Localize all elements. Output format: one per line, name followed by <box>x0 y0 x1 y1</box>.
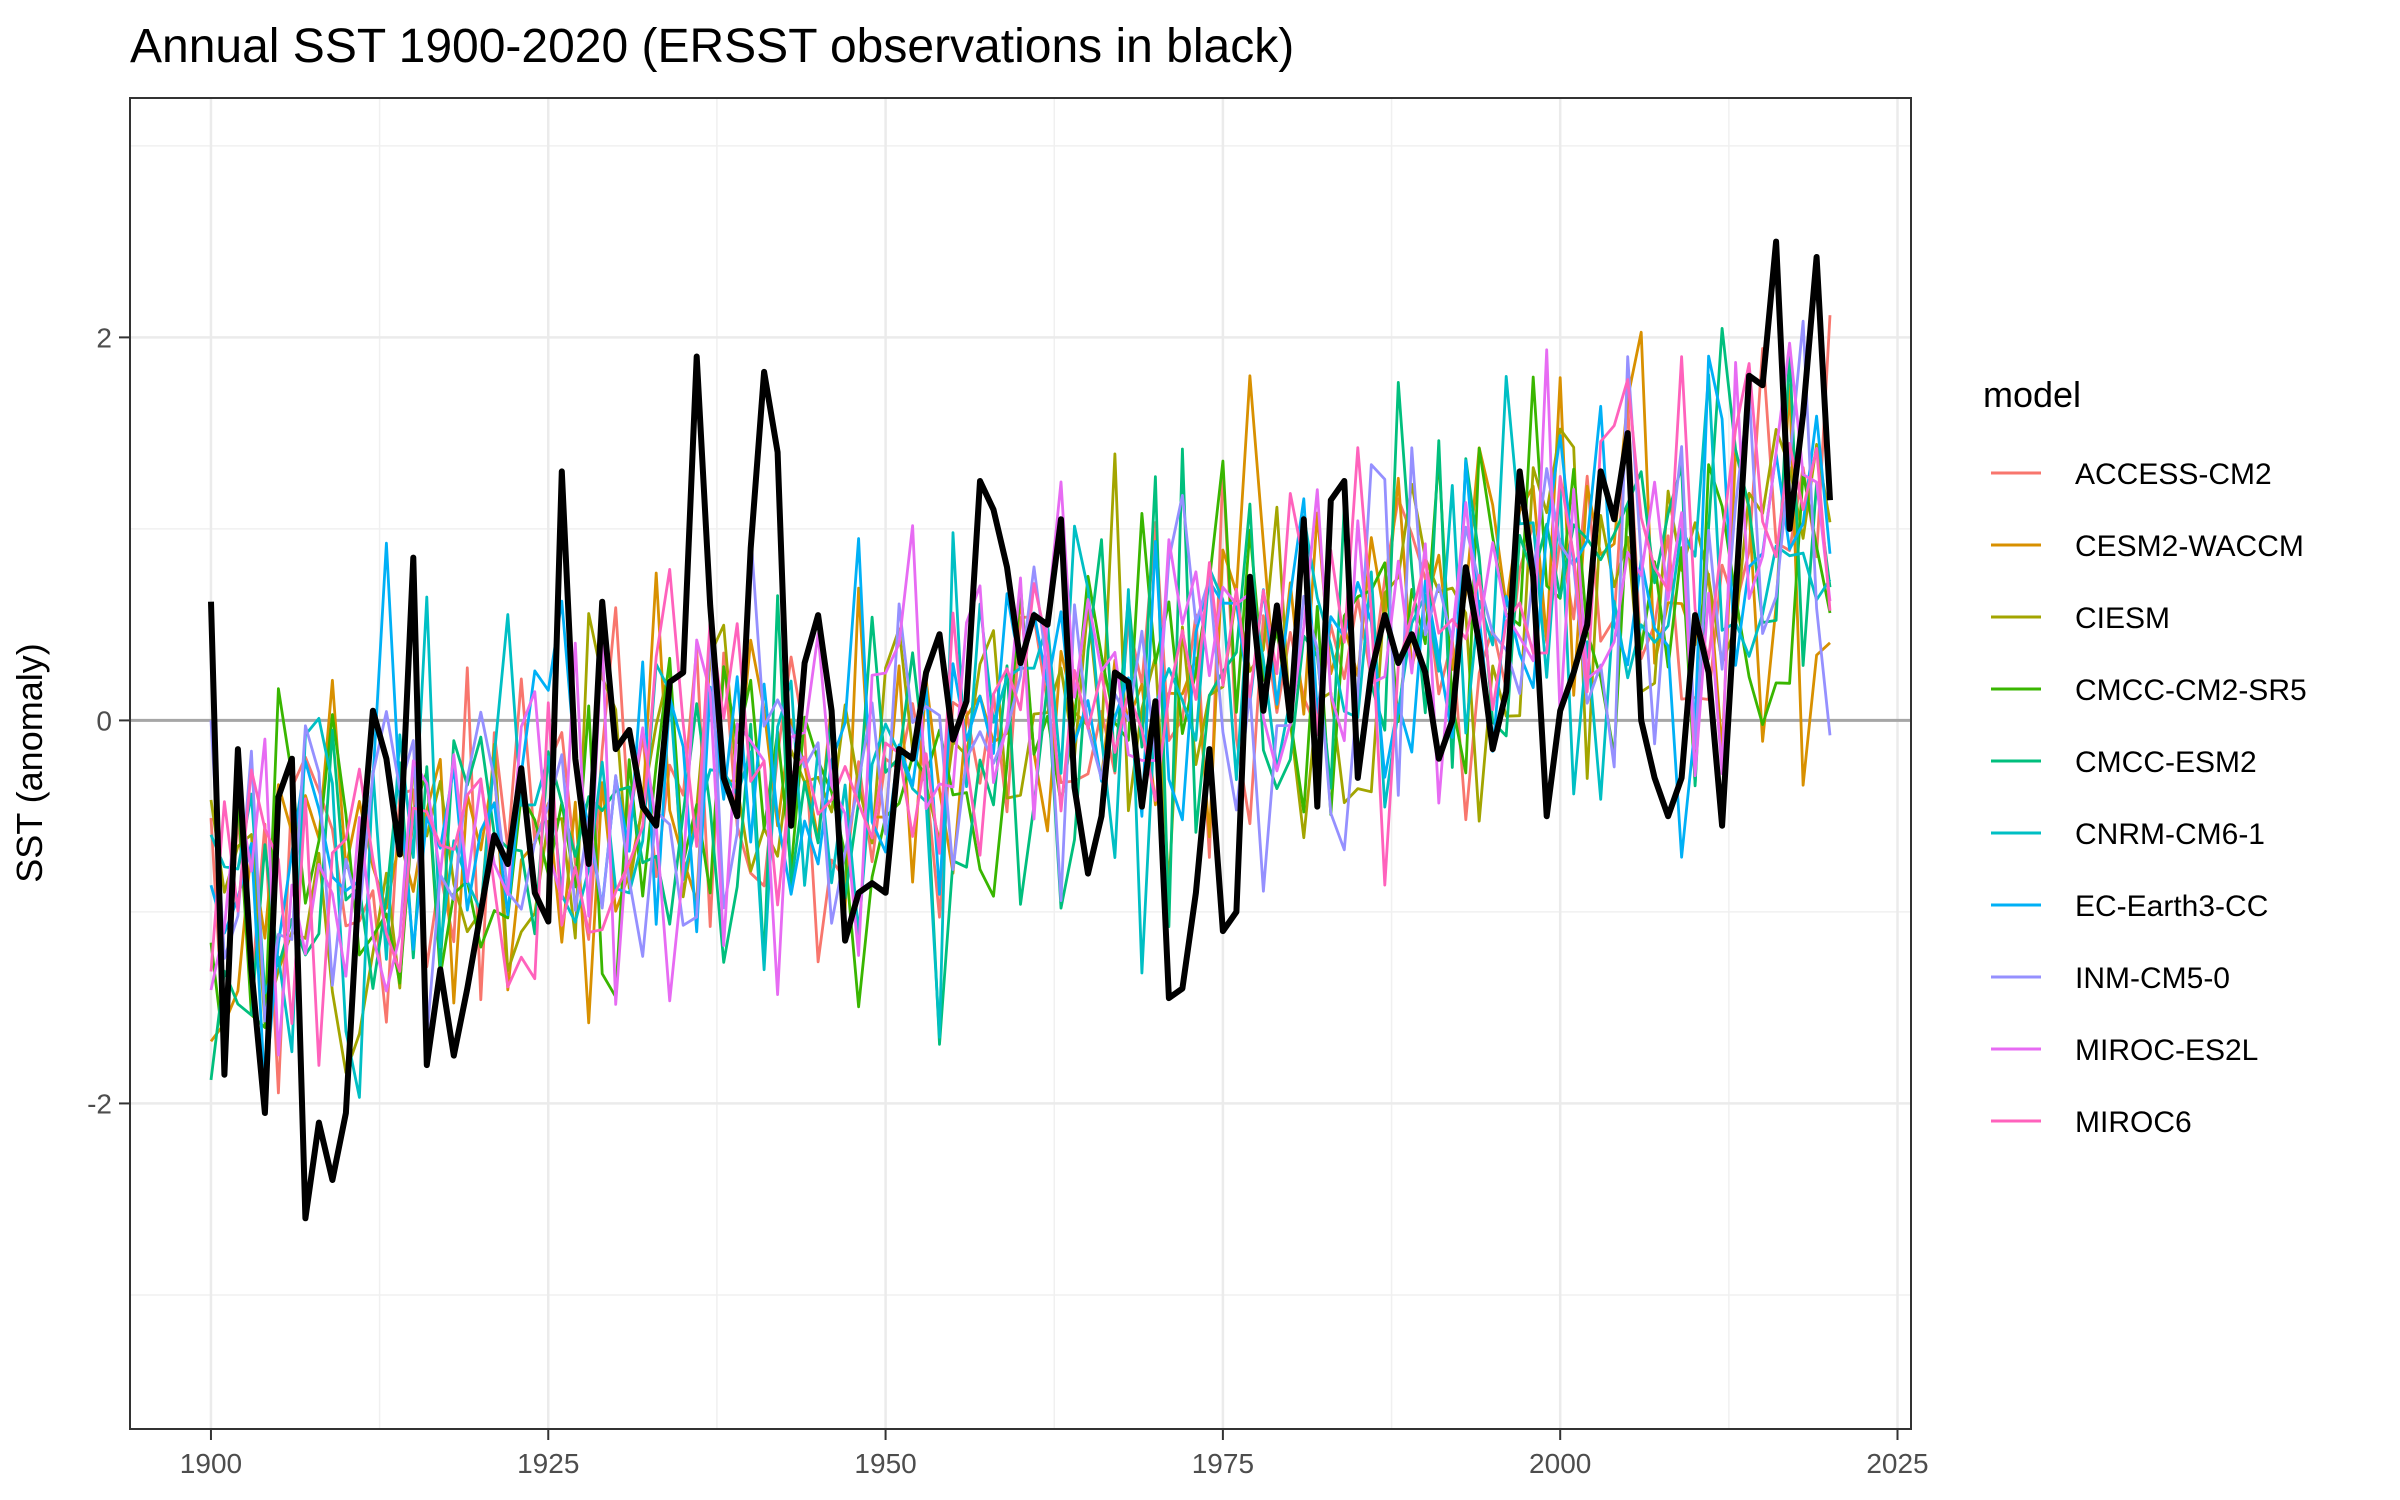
legend-label-cesm2-waccm: CESM2-WACCM <box>2075 530 2304 563</box>
legend-label-cmcc-cm2-sr5: CMCC-CM2-SR5 <box>2075 674 2307 707</box>
x-tick-label: 1925 <box>517 1448 579 1479</box>
legend-label-cmcc-esm2: CMCC-ESM2 <box>2075 746 2257 779</box>
x-tick-label: 2000 <box>1529 1448 1591 1479</box>
legend-label-inm-cm5-0: INM-CM5-0 <box>2075 962 2230 995</box>
y-tick-label: -2 <box>87 1088 112 1119</box>
x-tick-label: 1950 <box>854 1448 916 1479</box>
plot-panel <box>129 97 1912 1430</box>
legend-label-access-cm2: ACCESS-CM2 <box>2075 458 2272 491</box>
chart-title: Annual SST 1900-2020 (ERSST observations… <box>130 20 1294 73</box>
observations-line <box>208 238 1833 1222</box>
x-tick-label: 1900 <box>180 1448 242 1479</box>
legend-label-cnrm-cm6-1: CNRM-CM6-1 <box>2075 818 2265 851</box>
observations-layer <box>208 238 1833 1222</box>
legend: model ACCESS-CM2 CESM2-WACCM CIESM CMCC-CM2… <box>1983 374 2307 1139</box>
series-line-miroc6 <box>209 355 1832 1067</box>
x-axis: 1900 1925 1950 1975 2000 2025 <box>180 1429 1929 1479</box>
legend-label-ciesm: CIESM <box>2075 602 2170 635</box>
legend-title: model <box>1983 374 2081 415</box>
series-line-inm-cm5-0 <box>209 319 1832 1041</box>
y-tick-label: 0 <box>96 705 112 736</box>
model-series-layer <box>209 315 1832 1099</box>
legend-label-miroc6: MIROC6 <box>2075 1106 2192 1139</box>
legend-label-ec-earth3-cc: EC-Earth3-CC <box>2075 890 2268 923</box>
y-axis: -2 0 2 <box>87 322 130 1119</box>
y-tick-label: 2 <box>96 322 112 353</box>
plot-border <box>129 97 1912 1430</box>
x-tick-label: 2025 <box>1866 1448 1928 1479</box>
legend-items: ACCESS-CM2 CESM2-WACCM CIESM CMCC-CM2-SR5 CM… <box>1991 458 2307 1139</box>
legend-label-miroc-es2l: MIROC-ES2L <box>2075 1034 2258 1067</box>
series-line-cmcc-esm2 <box>209 326 1832 1081</box>
x-tick-label: 1975 <box>1192 1448 1254 1479</box>
y-axis-title: SST (anomaly) <box>9 643 50 882</box>
